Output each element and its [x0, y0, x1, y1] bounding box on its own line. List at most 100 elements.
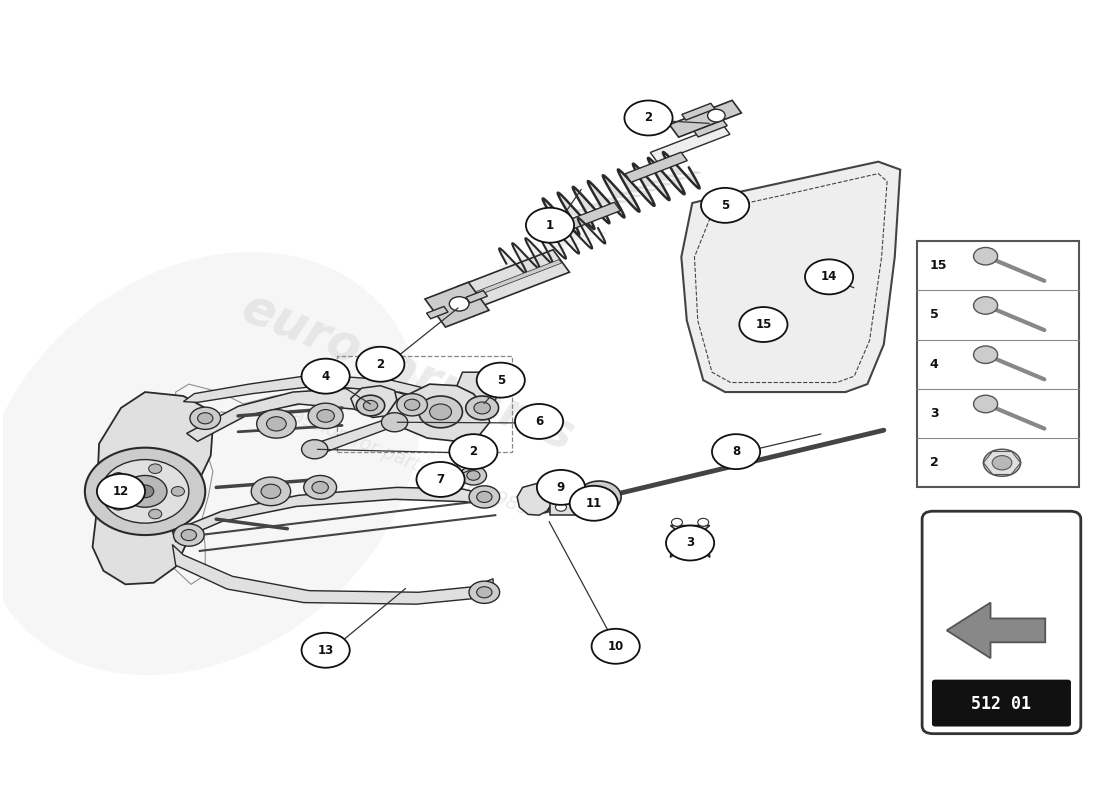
Circle shape — [974, 395, 998, 413]
Polygon shape — [315, 418, 397, 454]
Text: 11: 11 — [585, 497, 602, 510]
Polygon shape — [682, 103, 715, 120]
FancyBboxPatch shape — [922, 511, 1081, 734]
Circle shape — [588, 489, 610, 505]
Text: 2: 2 — [470, 445, 477, 458]
Circle shape — [182, 530, 197, 541]
Polygon shape — [466, 259, 562, 299]
FancyBboxPatch shape — [916, 241, 1079, 487]
Polygon shape — [550, 486, 594, 515]
Circle shape — [397, 394, 428, 416]
Text: 3: 3 — [686, 537, 694, 550]
Text: 15: 15 — [756, 318, 771, 331]
Circle shape — [469, 581, 499, 603]
Text: 9: 9 — [557, 481, 565, 494]
Circle shape — [317, 410, 334, 422]
Circle shape — [363, 400, 377, 410]
Circle shape — [537, 470, 585, 505]
Ellipse shape — [0, 252, 420, 675]
Circle shape — [625, 101, 672, 135]
Circle shape — [112, 473, 125, 482]
Polygon shape — [425, 282, 490, 327]
Polygon shape — [517, 483, 552, 515]
Polygon shape — [681, 162, 900, 392]
Text: 14: 14 — [821, 270, 837, 283]
Circle shape — [198, 413, 213, 424]
Text: a passion for parts since 1985: a passion for parts since 1985 — [262, 395, 531, 519]
Circle shape — [251, 477, 290, 506]
Text: 15: 15 — [930, 259, 947, 272]
Circle shape — [449, 434, 497, 469]
Text: 4: 4 — [930, 358, 938, 370]
Polygon shape — [173, 487, 490, 542]
Polygon shape — [694, 120, 727, 137]
Circle shape — [476, 491, 492, 502]
Circle shape — [449, 297, 469, 311]
Polygon shape — [459, 250, 570, 309]
Circle shape — [405, 399, 420, 410]
Circle shape — [476, 362, 525, 398]
Circle shape — [301, 633, 350, 668]
Circle shape — [469, 486, 499, 508]
Circle shape — [256, 410, 296, 438]
Circle shape — [465, 438, 492, 457]
Text: 2: 2 — [645, 111, 652, 125]
Circle shape — [148, 464, 162, 474]
Polygon shape — [466, 290, 487, 303]
Polygon shape — [670, 100, 741, 138]
Text: 10: 10 — [607, 640, 624, 653]
Circle shape — [476, 586, 492, 598]
Circle shape — [356, 346, 405, 382]
Text: 8: 8 — [732, 445, 740, 458]
Circle shape — [460, 466, 486, 485]
Circle shape — [526, 208, 574, 242]
Circle shape — [123, 475, 167, 507]
Circle shape — [515, 404, 563, 439]
Polygon shape — [947, 602, 1045, 658]
Circle shape — [301, 440, 328, 458]
Text: 1: 1 — [546, 218, 554, 232]
Text: 5: 5 — [496, 374, 505, 386]
Circle shape — [174, 524, 205, 546]
Text: 7: 7 — [437, 473, 444, 486]
Circle shape — [356, 395, 385, 416]
Circle shape — [430, 404, 451, 420]
Circle shape — [697, 518, 708, 526]
Text: 2: 2 — [930, 456, 938, 470]
Circle shape — [101, 459, 189, 523]
Circle shape — [382, 413, 408, 432]
Polygon shape — [650, 125, 730, 162]
Polygon shape — [427, 306, 448, 318]
Circle shape — [304, 475, 337, 499]
Polygon shape — [670, 526, 710, 558]
Circle shape — [417, 462, 464, 497]
Text: 4: 4 — [321, 370, 330, 382]
Circle shape — [556, 503, 566, 511]
Circle shape — [312, 482, 329, 494]
Polygon shape — [456, 372, 501, 406]
Circle shape — [578, 503, 588, 511]
Polygon shape — [92, 392, 213, 584]
Text: 12: 12 — [113, 485, 129, 498]
Circle shape — [974, 247, 998, 265]
Circle shape — [474, 402, 491, 414]
Circle shape — [983, 450, 1021, 476]
Circle shape — [666, 526, 714, 561]
Polygon shape — [559, 202, 620, 232]
Circle shape — [419, 396, 462, 428]
Circle shape — [570, 486, 618, 521]
Circle shape — [739, 307, 788, 342]
Circle shape — [992, 456, 1012, 470]
Circle shape — [85, 448, 206, 535]
Circle shape — [805, 259, 854, 294]
Circle shape — [707, 110, 725, 122]
Circle shape — [701, 188, 749, 223]
Circle shape — [172, 486, 185, 496]
Circle shape — [190, 407, 221, 430]
Circle shape — [261, 484, 280, 498]
Text: 2: 2 — [376, 358, 384, 370]
FancyBboxPatch shape — [932, 680, 1071, 726]
Circle shape — [266, 417, 286, 431]
Polygon shape — [351, 386, 397, 418]
Text: 512 01: 512 01 — [971, 695, 1032, 713]
